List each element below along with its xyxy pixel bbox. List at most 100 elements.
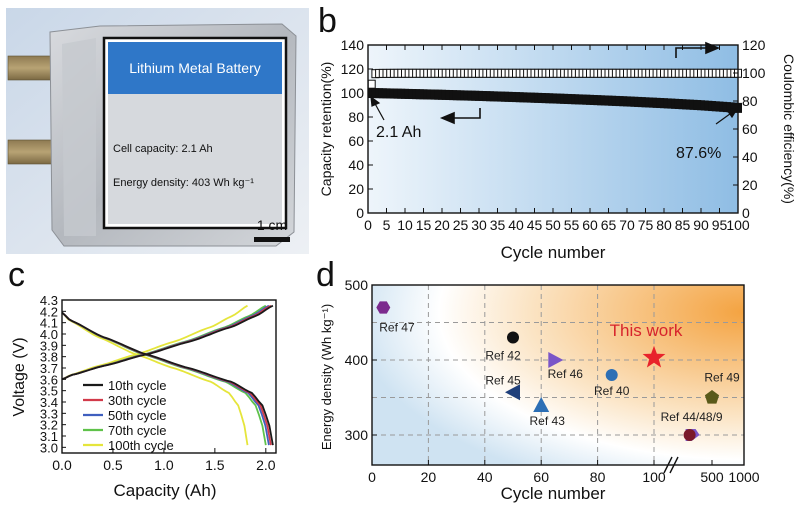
label-point-ref-40: Ref 40 — [594, 384, 630, 398]
c-ytick-label: 3.8 — [40, 350, 58, 365]
b-xtick-label: 25 — [453, 217, 469, 233]
b-xtick-label: 60 — [582, 217, 598, 233]
charge-curve-4 — [61, 304, 248, 381]
b-xtick-label: 100 — [726, 217, 750, 233]
point-ref-42 — [507, 331, 519, 344]
b-xtick-label: 45 — [527, 217, 543, 233]
annotation-end: 87.6% — [676, 145, 721, 162]
d-xtick-label: 100 — [642, 469, 666, 485]
scale-bar — [254, 237, 290, 242]
c-ytick-label: 3.9 — [40, 338, 58, 353]
b-ytick-label: 140 — [341, 37, 365, 53]
c-ytick-label: 3.1 — [40, 429, 58, 444]
discharge-curve-0 — [61, 311, 274, 446]
c-ytick-label: 3.6 — [40, 372, 58, 387]
point-this-work — [642, 345, 666, 368]
b-xtick-label: 20 — [434, 217, 450, 233]
point-ref-43 — [533, 397, 550, 412]
c-xlabel: Capacity (Ah) — [114, 481, 217, 500]
b-y2label: Coulombic efficiency(%) — [781, 54, 797, 204]
label-energy-density: Energy density: 403 Wh kg⁻¹ — [113, 177, 254, 189]
chart-c: 0.0 0.5 1.0 1.5 2.03.03.13.23.33.43.53.63.73… — [11, 293, 277, 500]
d-xtick-label: 500 — [700, 469, 724, 485]
c-xtick-label: 2.0 — [256, 457, 276, 473]
c-ytick-label: 3.4 — [40, 395, 58, 410]
b-xtick-label: 30 — [471, 217, 487, 233]
b-ytick-label: 60 — [348, 133, 364, 149]
c-ytick-label: 4.0 — [40, 327, 58, 342]
arrow-ce-right-axis — [675, 41, 721, 58]
c-ytick-label: 4.1 — [40, 316, 58, 331]
b-xtick-label: 35 — [490, 217, 506, 233]
d-xlabel: Cycle number — [501, 484, 606, 503]
b-y2tick-label: 60 — [742, 121, 758, 137]
c-xtick-label: 1.5 — [205, 457, 225, 473]
b-ytick-label: 120 — [341, 61, 365, 77]
b-y2tick-label: 80 — [742, 93, 758, 109]
c-xtick-label: 1.0 — [154, 457, 174, 473]
legend-label-2: 50th cycle — [108, 408, 167, 423]
b-xtick-label: 40 — [508, 217, 524, 233]
legend-label-0: 10th cycle — [108, 378, 167, 393]
b-xlabel: Cycle number — [501, 243, 606, 262]
label-point-ref-46: Ref 46 — [548, 367, 584, 381]
b-xtick-label: 85 — [675, 217, 691, 233]
legend-label-4: 100th cycle — [108, 438, 174, 453]
arrow-capacity-left-axis — [439, 108, 481, 125]
scale-bar-label: 1 cm — [257, 217, 287, 233]
b-frame — [367, 44, 739, 214]
arrow-end-annotation — [715, 108, 739, 125]
d-ylabel: Energy density (Wh kg⁻¹) — [319, 304, 334, 450]
c-ylabel: Voltage (V) — [11, 337, 28, 416]
b-ytick-label: 20 — [348, 181, 364, 197]
d-ytick-label: 300 — [345, 427, 369, 443]
b-xtick-label: 0 — [364, 217, 372, 233]
c-ytick-label: 3.5 — [40, 384, 58, 399]
c-frame — [61, 299, 277, 454]
c-xtick-label: 0.5 — [103, 457, 123, 473]
label-capacity: Cell capacity: 2.1 Ah — [113, 143, 213, 155]
point-ref-45 — [505, 384, 520, 401]
label-point-ref-45: Ref 45 — [485, 373, 521, 387]
c-ytick-label: 3.2 — [40, 418, 58, 433]
b-ytick-label: 100 — [341, 85, 365, 101]
charge-curve-0 — [61, 304, 274, 381]
ce-point — [367, 79, 376, 89]
c-ytick-label: 3.3 — [40, 406, 58, 421]
point-ref-40 — [605, 369, 618, 381]
c-xtick-label: 0.0 — [52, 457, 72, 473]
b-xtick-label: 90 — [693, 217, 709, 233]
panel-letter-d: d — [316, 256, 335, 294]
d-xtick-label: 0 — [368, 469, 376, 485]
b-xtick-label: 10 — [397, 217, 413, 233]
b-ytick-label: 0 — [356, 205, 364, 221]
label-point-ref-49: Ref 49 — [704, 371, 740, 385]
discharge-curve-4 — [61, 311, 249, 446]
legend-label-3: 70th cycle — [108, 423, 167, 438]
b-xtick-label: 95 — [712, 217, 728, 233]
battery-photo: Lithium Metal Battery Cell capacity: 2.1… — [6, 8, 309, 254]
label-point-ref-47: Ref 47 — [379, 321, 415, 335]
c-ytick-label: 3.0 — [40, 440, 58, 455]
b-xtick-label: 65 — [601, 217, 617, 233]
d-xtick-label: 40 — [477, 469, 493, 485]
b-y2tick-label: 0 — [742, 205, 750, 221]
annotation-start: 2.1 Ah — [376, 124, 421, 141]
b-y2tick-label: 120 — [742, 37, 766, 53]
c-ytick-label: 4.3 — [40, 293, 58, 308]
c-ytick-label: 4.2 — [40, 304, 58, 319]
b-y2tick-label: 100 — [742, 65, 766, 81]
label-point-ref-44-48-9: Ref 44/48/9 — [661, 410, 723, 424]
d-ytick-label: 400 — [345, 352, 369, 368]
arrow-start-annotation — [370, 95, 385, 121]
d-xtick-label: 80 — [590, 469, 606, 485]
d-ytick-label: 500 — [345, 277, 369, 293]
b-xtick-label: 5 — [383, 217, 391, 233]
label-this-work: This work — [610, 321, 683, 340]
point-ref-47 — [376, 301, 391, 314]
label-point-ref-42: Ref 42 — [485, 349, 521, 363]
point-ref-49 — [704, 390, 720, 404]
b-ytick-label: 80 — [348, 109, 364, 125]
point-ref-44-48-9 — [683, 429, 696, 441]
d-axis-break — [669, 456, 679, 474]
